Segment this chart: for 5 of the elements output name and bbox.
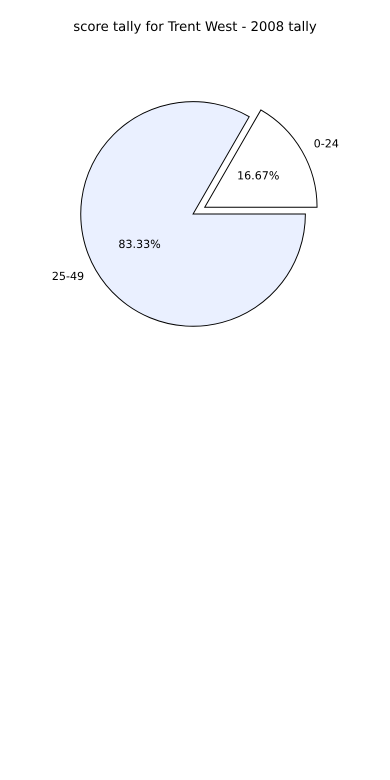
slice-label: 25-49 — [52, 272, 84, 280]
slice-label: 0-24 — [314, 139, 338, 148]
chart-title: score tally for Trent West - 2008 tally — [74, 20, 316, 34]
data-label: 16.67% — [238, 171, 279, 180]
data-label: 83.33% — [119, 240, 160, 248]
